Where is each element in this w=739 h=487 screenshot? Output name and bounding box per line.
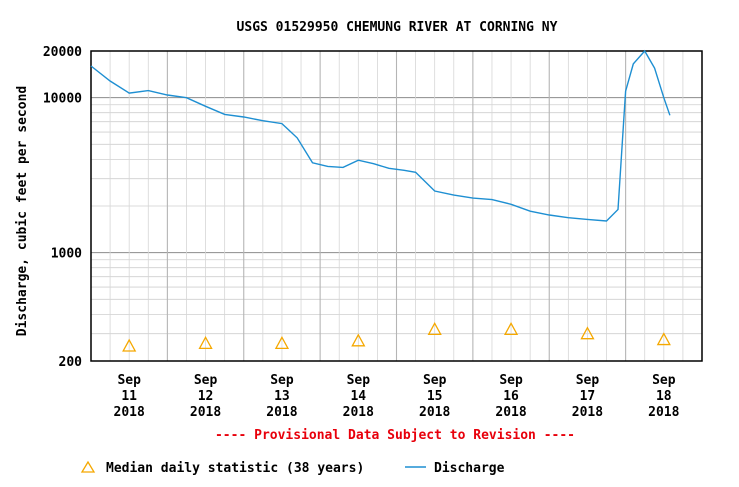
x-tick-label: Sep	[194, 373, 218, 388]
x-tick-label: 17	[580, 389, 596, 404]
median-triangle-marker	[427, 322, 442, 336]
median-triangle-marker	[122, 338, 137, 352]
median-triangle-marker	[580, 326, 595, 340]
x-tick-label: Sep	[347, 373, 371, 388]
y-tick-label: 1000	[51, 247, 82, 262]
median-triangle-marker	[274, 335, 290, 349]
gridlines	[90, 51, 703, 361]
chart-title: USGS 01529950 CHEMUNG RIVER AT CORNING N…	[237, 20, 558, 35]
x-tick-label: 18	[656, 389, 672, 404]
legend-median-label: Median daily statistic (38 years)	[106, 461, 364, 476]
x-tick-label: 2018	[343, 405, 374, 420]
median-triangle-marker	[198, 335, 213, 349]
x-tick-label: 2018	[266, 405, 297, 420]
x-tick-label: 2018	[419, 405, 450, 420]
x-tick-label: 2018	[114, 405, 145, 420]
x-tick-label: 14	[350, 389, 366, 404]
x-tick-label: 11	[121, 389, 137, 404]
legend: Median daily statistic (38 years) Discha…	[80, 460, 505, 476]
median-markers	[122, 322, 671, 352]
x-tick-label: Sep	[499, 373, 523, 388]
median-triangle-marker	[656, 332, 671, 346]
x-tick-label: Sep	[423, 373, 447, 388]
y-tick-label: 200	[59, 355, 83, 370]
median-triangle-marker	[503, 322, 519, 336]
x-tick-label: 2018	[648, 405, 679, 420]
plot-frame	[90, 50, 703, 362]
median-triangle-marker	[351, 333, 366, 347]
legend-median-triangle-icon	[80, 460, 96, 473]
y-axis-title: Discharge, cubic feet per second	[15, 86, 30, 336]
x-tick-label: Sep	[270, 373, 294, 388]
x-tick-label: Sep	[117, 373, 141, 388]
x-tick-label: 2018	[190, 405, 221, 420]
x-tick-label: Sep	[652, 373, 676, 388]
provisional-notice: ---- Provisional Data Subject to Revisio…	[215, 428, 575, 443]
x-tick-label: 2018	[572, 405, 603, 420]
y-tick-label: 20000	[43, 45, 82, 60]
discharge-line	[90, 49, 671, 222]
y-axis-label: Discharge, cubic feet per second	[15, 86, 30, 336]
x-tick-label: 12	[198, 389, 214, 404]
y-tick-label: 10000	[43, 92, 82, 107]
y-tick-labels: 20000 10000 1000 200	[43, 45, 82, 370]
legend-discharge-label: Discharge	[434, 461, 505, 476]
x-tick-label: 13	[274, 389, 290, 404]
x-tick-labels: Sep112018Sep122018Sep132018Sep142018Sep1…	[114, 373, 680, 420]
x-tick-label: 2018	[495, 405, 526, 420]
x-tick-label: Sep	[576, 373, 600, 388]
x-tick-label: 15	[427, 389, 443, 404]
x-tick-label: 16	[503, 389, 519, 404]
